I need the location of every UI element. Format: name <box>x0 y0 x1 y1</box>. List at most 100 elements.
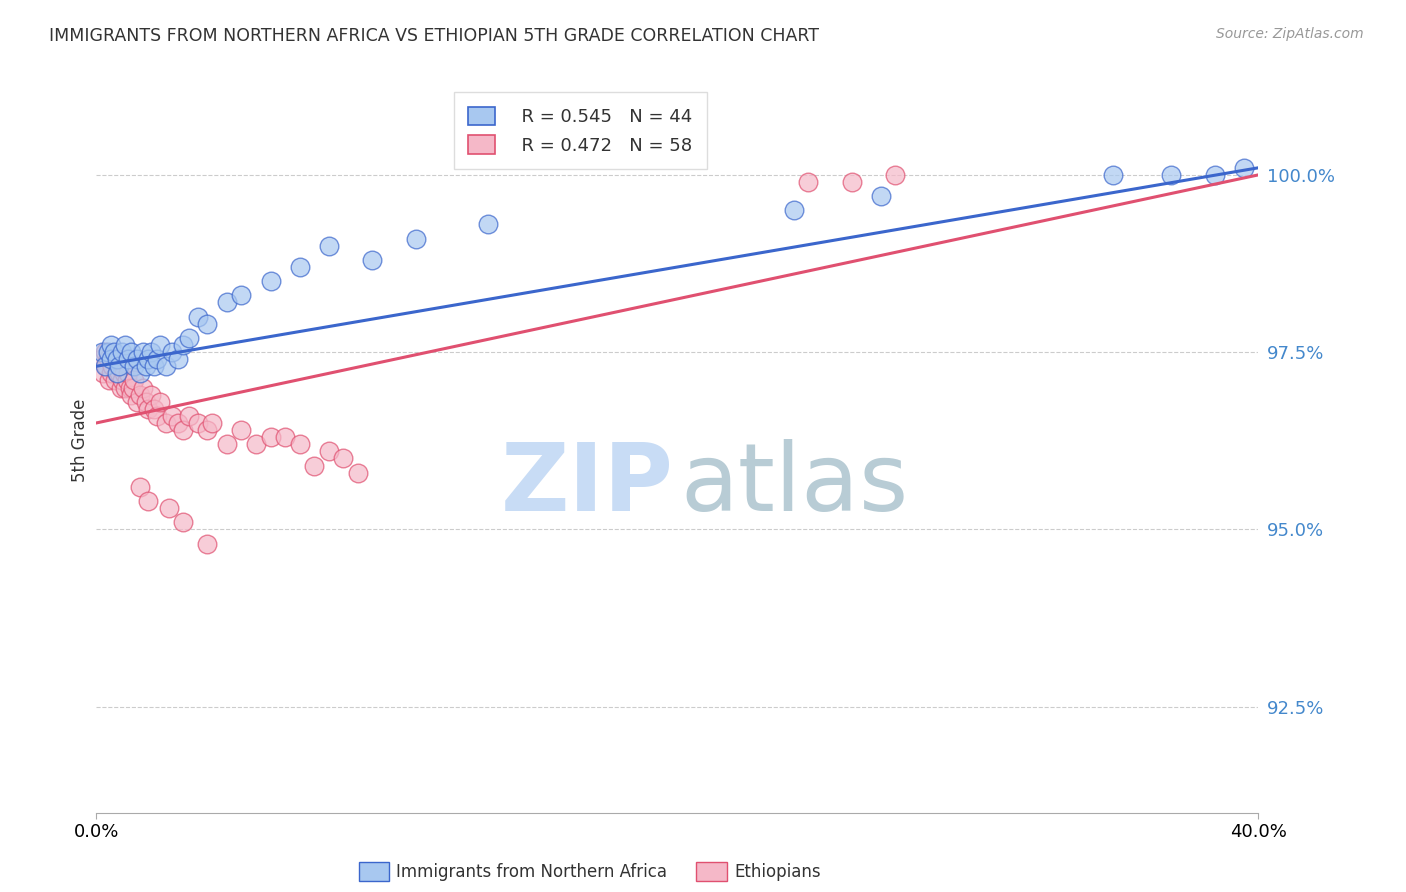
Point <box>135 394 157 409</box>
Point <box>105 367 128 381</box>
Point <box>195 536 218 550</box>
Point <box>131 380 153 394</box>
Point <box>128 387 150 401</box>
Point <box>118 380 141 394</box>
Point <box>117 352 139 367</box>
Point <box>302 458 325 473</box>
Point <box>155 416 177 430</box>
Point <box>96 359 118 374</box>
Point <box>477 218 499 232</box>
Point <box>346 466 368 480</box>
Y-axis label: 5th Grade: 5th Grade <box>72 399 89 483</box>
Point <box>155 359 177 374</box>
Point <box>160 345 183 359</box>
Point <box>94 359 117 374</box>
Text: Ethiopians: Ethiopians <box>734 863 821 881</box>
Point <box>143 401 166 416</box>
Legend:   R = 0.545   N = 44,   R = 0.472   N = 58: R = 0.545 N = 44, R = 0.472 N = 58 <box>454 93 707 169</box>
Point <box>103 352 125 367</box>
Point <box>201 416 224 430</box>
Point <box>105 367 128 381</box>
Point <box>103 345 125 359</box>
Point <box>141 345 163 359</box>
Point <box>120 345 142 359</box>
Point <box>195 317 218 331</box>
Point <box>166 352 188 367</box>
Point <box>288 437 311 451</box>
Point <box>149 338 172 352</box>
Point <box>122 359 145 374</box>
Point <box>274 430 297 444</box>
Point <box>157 501 180 516</box>
Point <box>108 359 131 374</box>
Point <box>98 374 121 388</box>
Point <box>187 310 209 324</box>
Point <box>149 394 172 409</box>
Point <box>172 423 194 437</box>
Point <box>179 331 201 345</box>
Point <box>107 359 129 374</box>
Point <box>195 423 218 437</box>
Point <box>112 367 135 381</box>
Point <box>143 359 166 374</box>
Point <box>160 409 183 423</box>
Text: Source: ZipAtlas.com: Source: ZipAtlas.com <box>1216 27 1364 41</box>
Point <box>187 416 209 430</box>
Point <box>104 374 127 388</box>
Point <box>179 409 201 423</box>
Point <box>1233 161 1256 175</box>
Point <box>100 367 122 381</box>
Point <box>172 338 194 352</box>
Point <box>259 430 281 444</box>
Point <box>1160 168 1182 182</box>
Point <box>141 387 163 401</box>
Point <box>146 409 169 423</box>
Point <box>97 352 120 367</box>
Point <box>231 423 253 437</box>
Point <box>288 260 311 274</box>
Point <box>138 494 160 508</box>
Point <box>138 352 160 367</box>
Point <box>841 175 863 189</box>
Point <box>115 374 138 388</box>
Point <box>135 359 157 374</box>
Point <box>108 367 131 381</box>
Point <box>91 345 114 359</box>
Point <box>117 367 139 381</box>
Point <box>111 374 134 388</box>
Point <box>231 288 253 302</box>
Point <box>111 345 134 359</box>
Text: Immigrants from Northern Africa: Immigrants from Northern Africa <box>396 863 668 881</box>
Point <box>215 295 238 310</box>
Point <box>172 515 194 529</box>
Point <box>100 338 122 352</box>
Text: ZIP: ZIP <box>501 440 673 532</box>
Point <box>94 345 117 359</box>
Text: atlas: atlas <box>681 440 910 532</box>
Point <box>90 352 112 367</box>
Point <box>318 444 340 458</box>
Point <box>122 374 145 388</box>
Point <box>114 338 136 352</box>
Point <box>101 359 124 374</box>
Point <box>120 387 142 401</box>
Point <box>121 380 143 394</box>
Point <box>1204 168 1226 182</box>
Point <box>138 401 160 416</box>
Point <box>259 274 281 288</box>
Point <box>884 168 907 182</box>
Point <box>110 380 132 394</box>
Point <box>361 252 384 267</box>
Point <box>125 394 148 409</box>
Point <box>131 345 153 359</box>
Point <box>100 352 122 367</box>
Point <box>332 451 354 466</box>
Point <box>128 367 150 381</box>
Point <box>782 203 804 218</box>
Point <box>128 480 150 494</box>
Point <box>105 352 128 367</box>
Point <box>114 380 136 394</box>
Point <box>405 232 427 246</box>
Point <box>166 416 188 430</box>
Point <box>125 352 148 367</box>
